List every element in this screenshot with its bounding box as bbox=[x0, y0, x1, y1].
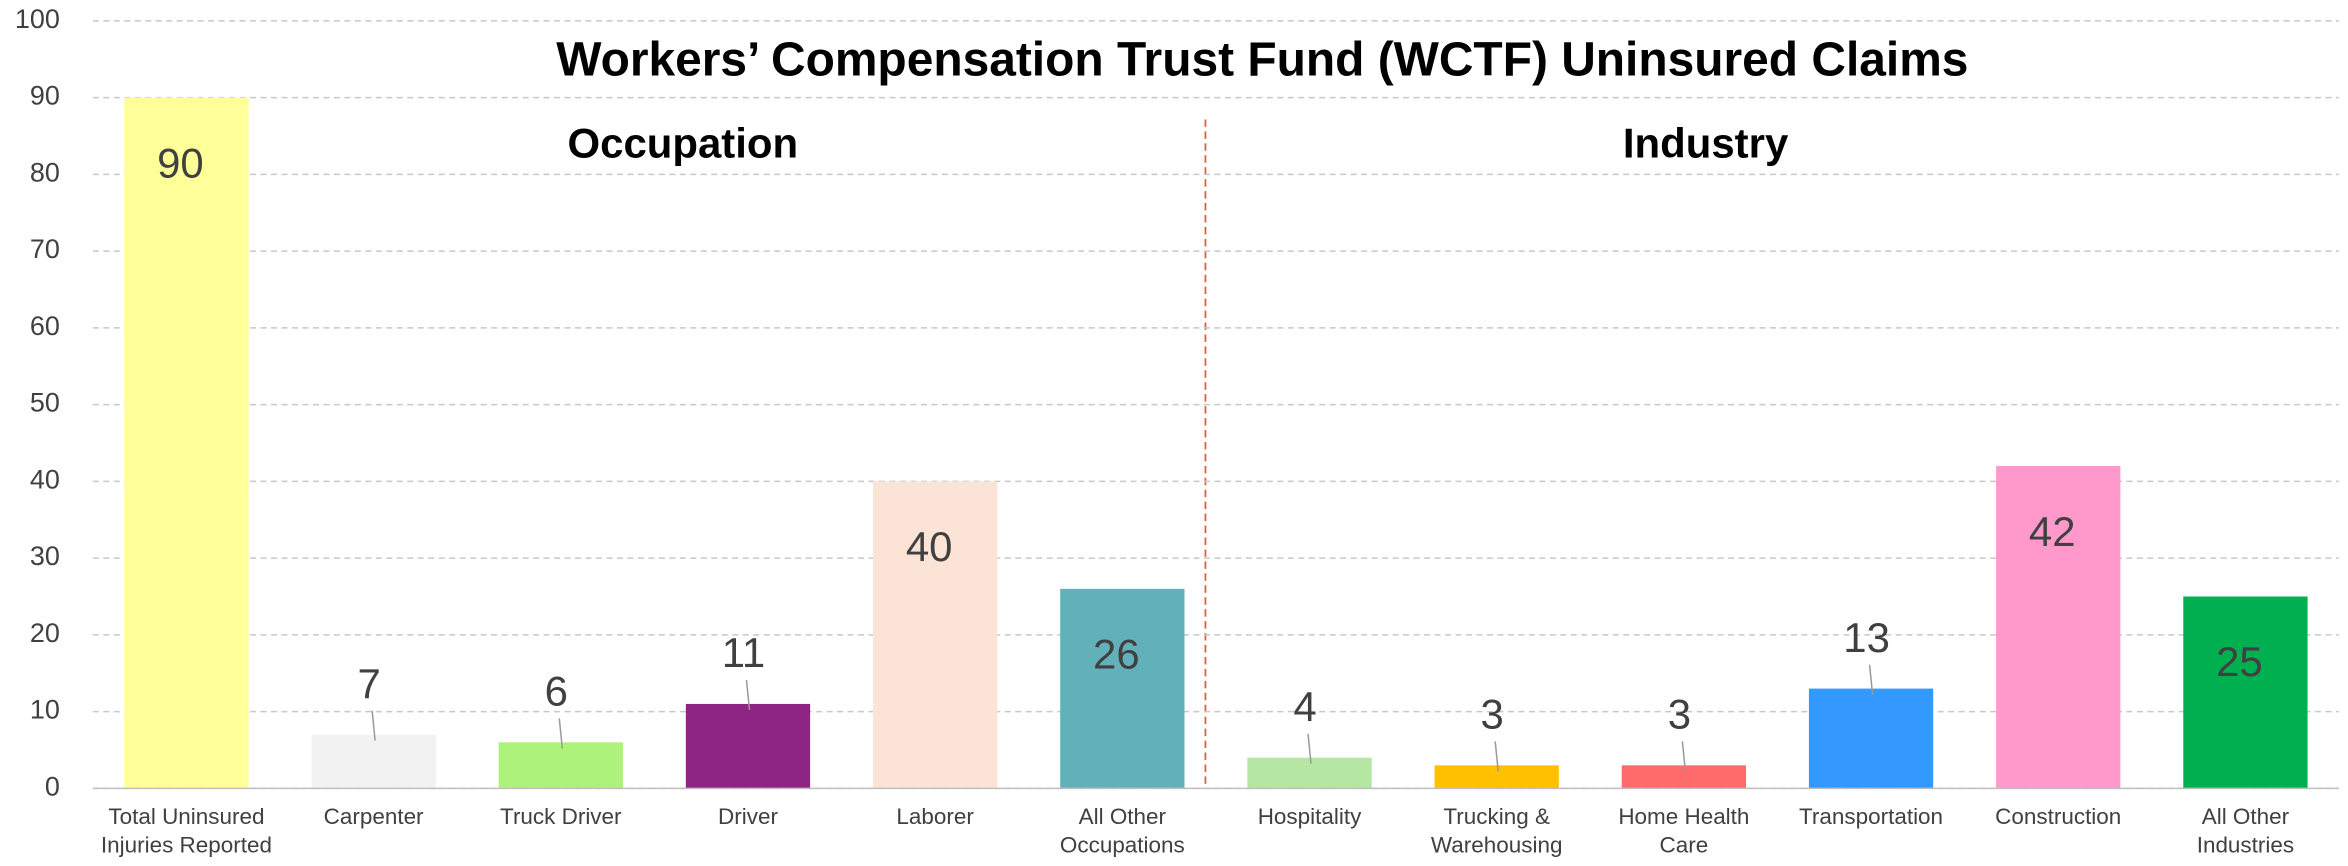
leader-line bbox=[1868, 664, 1874, 695]
y-tick-label: 80 bbox=[30, 158, 60, 188]
x-tick-label: Carpenter bbox=[323, 804, 424, 831]
x-tick-label: All Other Occupations bbox=[1059, 804, 1185, 859]
x-tick-label-box: Transportation bbox=[1799, 804, 1944, 831]
bar bbox=[873, 481, 998, 789]
leader-line bbox=[1494, 741, 1499, 772]
x-tick-label: Home Health Care bbox=[1618, 804, 1750, 859]
y-tick-label: 20 bbox=[30, 618, 60, 648]
bar bbox=[2183, 596, 2308, 789]
x-tick-label-box: Driver bbox=[718, 804, 778, 831]
data-label: 4 bbox=[1293, 683, 1316, 730]
y-tick-label: 100 bbox=[15, 4, 60, 34]
y-tick-label: 70 bbox=[30, 234, 60, 264]
x-tick-label-box: All Other Occupations bbox=[1059, 804, 1185, 859]
y-tick-label: 30 bbox=[30, 541, 60, 571]
leader-line bbox=[371, 710, 376, 741]
x-tick-label-box: All Other Industries bbox=[2196, 804, 2295, 859]
x-tick-label-box: Construction bbox=[1995, 804, 2122, 831]
data-label: 25 bbox=[2216, 638, 2263, 685]
chart-title: Workers’ Compensation Trust Fund (WCTF) … bbox=[556, 33, 1968, 86]
bar bbox=[1996, 466, 2121, 789]
data-label: 7 bbox=[357, 660, 380, 707]
x-tick-label: Hospitality bbox=[1257, 804, 1362, 831]
y-tick-label: 10 bbox=[30, 695, 60, 725]
leader-line bbox=[1307, 733, 1312, 764]
y-tick-label: 0 bbox=[45, 771, 60, 801]
x-tick-label: All Other Industries bbox=[2196, 804, 2295, 859]
data-label: 11 bbox=[722, 629, 766, 676]
x-tick-label: Truck Driver bbox=[500, 804, 622, 831]
y-tick-label: 90 bbox=[30, 81, 60, 111]
data-label: 3 bbox=[1481, 691, 1504, 738]
bar bbox=[1808, 688, 1934, 789]
y-tick-label: 60 bbox=[30, 311, 60, 341]
leader-line bbox=[745, 679, 751, 710]
x-tick-label: Driver bbox=[718, 804, 778, 831]
data-label: 6 bbox=[545, 668, 568, 715]
x-tick-label: Trucking & Warehousing bbox=[1430, 804, 1563, 859]
data-label: 3 bbox=[1668, 691, 1691, 738]
data-label: 26 bbox=[1093, 631, 1140, 678]
bar bbox=[1621, 765, 1747, 789]
data-label: 42 bbox=[2029, 508, 2076, 555]
bar bbox=[498, 742, 623, 789]
x-tick-label: Transportation bbox=[1799, 804, 1944, 831]
data-label: 40 bbox=[906, 523, 953, 570]
data-label: 90 bbox=[157, 139, 204, 186]
section-label: Industry bbox=[1623, 119, 1789, 166]
x-tick-label-box: Carpenter bbox=[323, 804, 424, 831]
leader-line bbox=[1681, 741, 1687, 772]
leader-line bbox=[558, 718, 564, 749]
y-tick-label: 40 bbox=[30, 465, 60, 495]
section-label: Occupation bbox=[568, 119, 799, 166]
bar bbox=[1434, 765, 1559, 789]
x-tick-label-box: Hospitality bbox=[1257, 804, 1362, 831]
bar bbox=[1060, 588, 1185, 789]
x-tick-label-box: Trucking & Warehousing bbox=[1430, 804, 1563, 859]
bar bbox=[1247, 757, 1372, 789]
x-tick-label-box: Laborer bbox=[896, 804, 974, 831]
x-tick-label: Total Uninsured Injuries Reported bbox=[100, 804, 272, 859]
data-label: 13 bbox=[1843, 614, 1890, 661]
x-tick-label-box: Total Uninsured Injuries Reported bbox=[100, 804, 272, 859]
bar bbox=[685, 703, 811, 789]
bar bbox=[124, 97, 249, 789]
x-tick-label: Construction bbox=[1995, 804, 2122, 831]
x-tick-label-box: Home Health Care bbox=[1618, 804, 1750, 859]
x-tick-label-box: Truck Driver bbox=[500, 804, 622, 831]
bar bbox=[311, 734, 436, 789]
y-tick-label: 50 bbox=[30, 388, 60, 418]
x-tick-label: Laborer bbox=[896, 804, 974, 831]
